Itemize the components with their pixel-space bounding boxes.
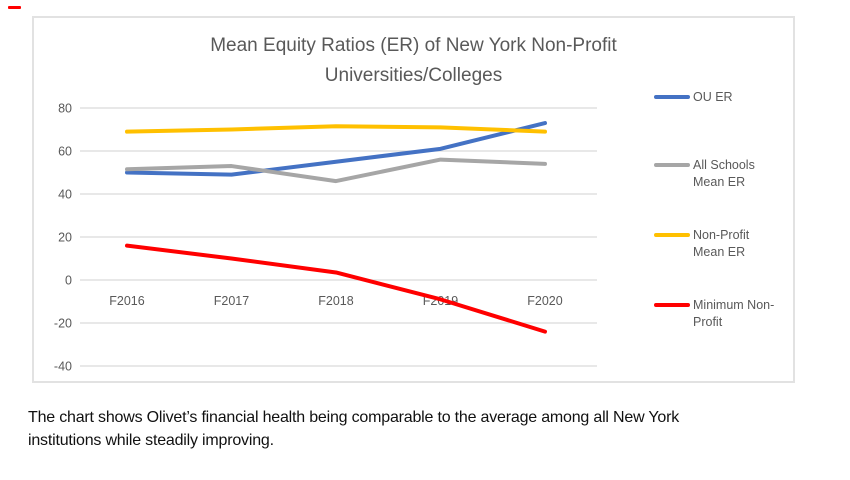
legend-item-ou-er: OU ER xyxy=(654,89,733,106)
legend-label-line: Profit xyxy=(693,314,723,329)
y-axis-label-80: 80 xyxy=(58,102,72,116)
y-axis-label-20: 20 xyxy=(58,231,72,245)
legend-label-line: Mean ER xyxy=(693,244,746,259)
legend-dash-minimum-non-profit xyxy=(654,302,690,307)
y-axis-label--40: -40 xyxy=(54,360,72,374)
legend-item-minimum-non-profit: Minimum Non- Profit xyxy=(654,297,774,331)
x-axis-label-f2020: F2020 xyxy=(527,294,562,308)
series-line-all-schools-mean-er xyxy=(125,157,547,184)
y-axis-label-0: 0 xyxy=(65,274,72,288)
legend-item-all-schools-mean-er: All Schools Mean ER xyxy=(654,157,755,191)
legend-label-ou-er: OU ER xyxy=(693,89,733,106)
y-axis-label-60: 60 xyxy=(58,145,72,159)
caption-line-2: institutions while steadily improving. xyxy=(28,432,274,449)
legend-label-all-schools-mean-er: All Schools Mean ER xyxy=(693,157,755,191)
chart-card: 80 60 40 20 0 -20 -40 F2016 F2017 F2018 F2019 F2020… xyxy=(32,16,795,383)
x-axis-label-f2016: F2016 xyxy=(109,294,144,308)
legend-label-line: OU ER xyxy=(693,89,733,104)
series-line-ou-er xyxy=(125,121,547,177)
chart-legend: OU ER All Schools Mean ER Non-Profit Mean ER… xyxy=(654,18,793,381)
legend-label-non-profit-mean-er: Non-Profit Mean ER xyxy=(693,227,749,261)
legend-label-line: All Schools xyxy=(693,157,755,172)
y-axis-label-40: 40 xyxy=(58,188,72,202)
legend-dash-all-schools-mean-er xyxy=(654,162,690,167)
x-axis-label-f2017: F2017 xyxy=(214,294,249,308)
y-axis-label--20: -20 xyxy=(54,317,72,331)
x-axis-label-f2018: F2018 xyxy=(318,294,353,308)
legend-label-line: Non-Profit xyxy=(693,227,750,242)
legend-dash-non-profit-mean-er xyxy=(654,232,690,237)
series-line-minimum-non-profit xyxy=(125,243,547,334)
legend-label-minimum-non-profit: Minimum Non- Profit xyxy=(693,297,774,331)
legend-dash-ou-er xyxy=(654,94,690,99)
caption-paragraph: The chart shows Olivet’s financial healt… xyxy=(28,406,828,452)
legend-item-non-profit-mean-er: Non-Profit Mean ER xyxy=(654,227,749,261)
caption-line-1: The chart shows Olivet’s financial healt… xyxy=(28,409,680,426)
stray-red-mark xyxy=(8,6,21,9)
series-line-non-profit-mean-er xyxy=(125,124,547,134)
chart-title-line-1: Mean Equity Ratios (ER) of New York Non-… xyxy=(210,35,617,56)
chart-title-line-2: Universities/Colleges xyxy=(324,65,503,86)
legend-label-line: Minimum Non- xyxy=(693,297,775,312)
chart-title: Mean Equity Ratios (ER) of New York Non-… xyxy=(34,31,793,91)
legend-label-line: Mean ER xyxy=(693,174,746,189)
